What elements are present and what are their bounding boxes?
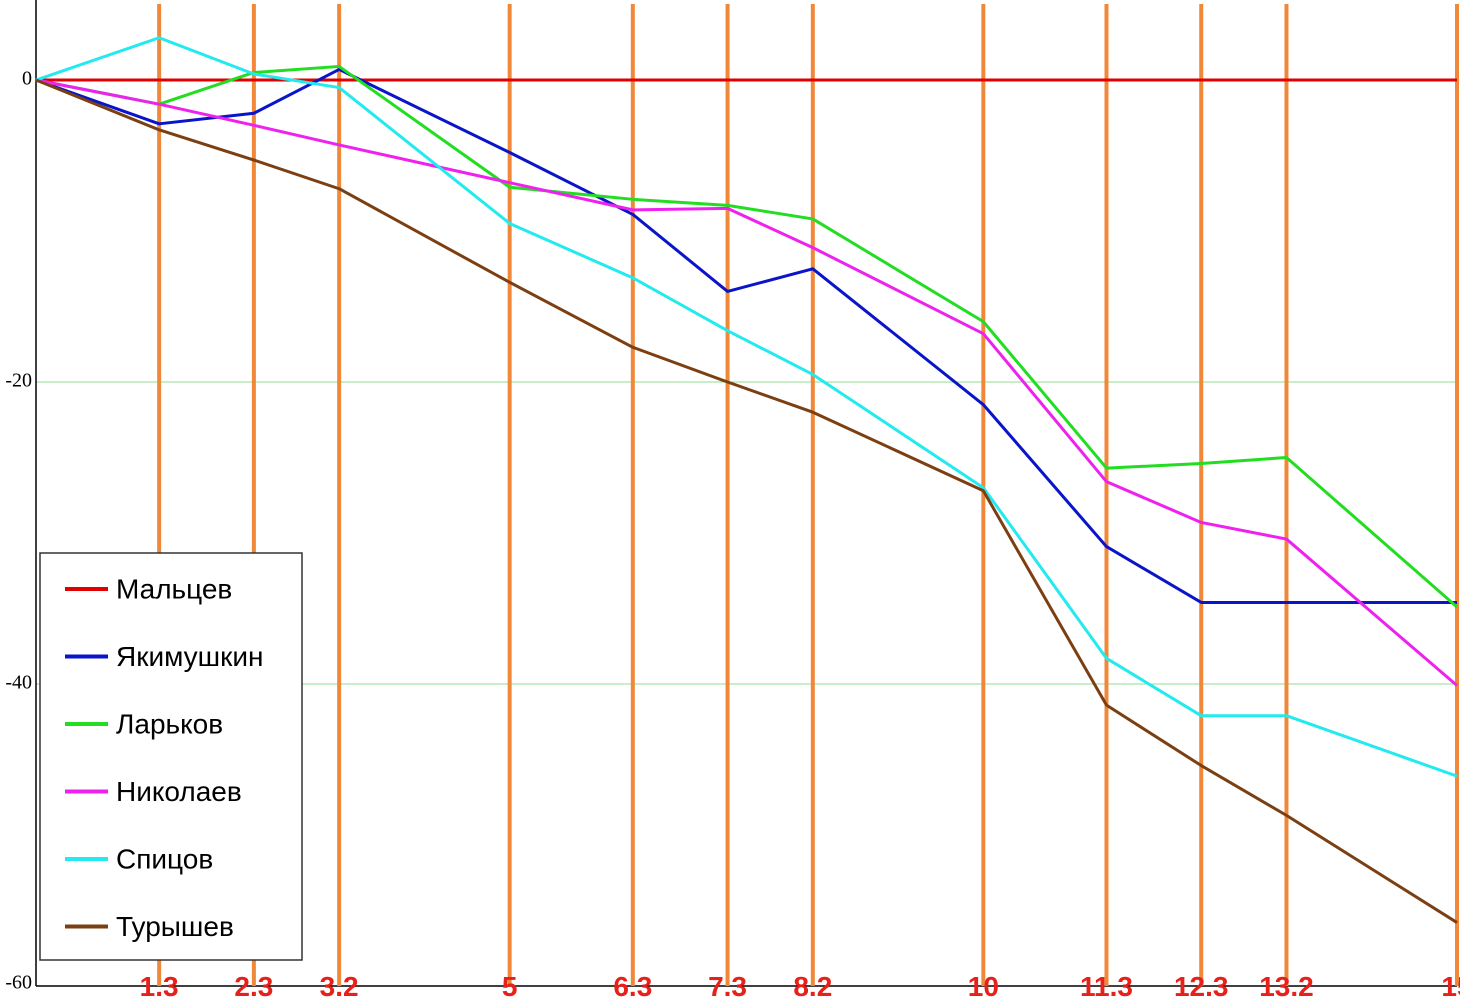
legend-label: Спицов <box>116 843 213 874</box>
series-line <box>35 78 1458 924</box>
legend-label: Якимушкин <box>116 641 264 672</box>
legend-label: Ларьков <box>116 708 223 739</box>
x-tick-label: 2.3 <box>234 971 273 998</box>
x-tick-label: 11.3 <box>1080 971 1133 998</box>
x-tick-label: 12.3 <box>1174 971 1229 998</box>
x-tick-label: 8.2 <box>793 971 832 998</box>
y-tick-label: -20 <box>5 370 32 392</box>
series-line <box>35 78 1458 687</box>
y-tick-label: -60 <box>5 972 32 994</box>
series-line <box>35 36 1458 778</box>
x-tick-label: 1.3 <box>140 971 179 998</box>
y-tick-label: 0 <box>22 68 32 90</box>
legend-label: Николаев <box>116 776 242 807</box>
series-line <box>35 64 1458 609</box>
series-line <box>35 67 1457 604</box>
y-tick-label: -40 <box>5 672 32 694</box>
x-tick-label: 6.3 <box>613 971 652 998</box>
legend-label: Мальцев <box>116 573 232 604</box>
x-tick-label: 5 <box>502 971 518 998</box>
legend-label: Турышев <box>116 911 234 942</box>
x-tick-label: 15 <box>1441 971 1460 998</box>
x-tick-label: 13.2 <box>1259 971 1314 998</box>
x-tick-label: 3.2 <box>320 971 359 998</box>
legend-box <box>39 552 303 961</box>
x-tick-label: 7.3 <box>708 971 747 998</box>
x-tick-label: 10 <box>968 971 999 998</box>
